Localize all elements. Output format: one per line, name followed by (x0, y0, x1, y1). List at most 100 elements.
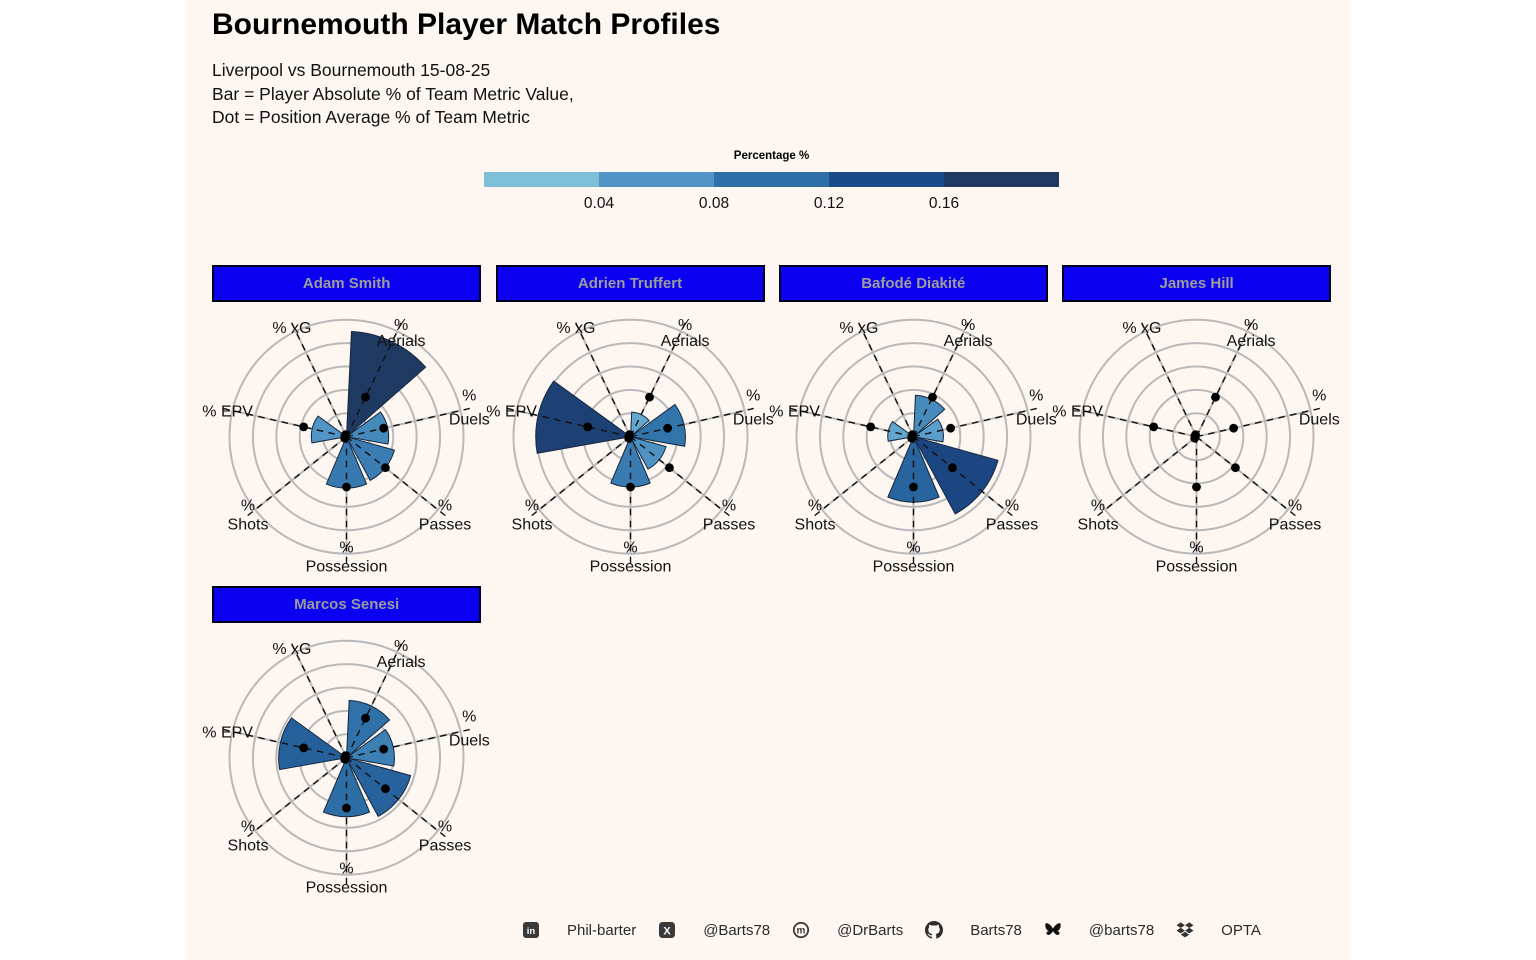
footer-item: OPTA (1176, 921, 1261, 939)
axis-label-passes: % Passes (702, 497, 754, 533)
dropbox-icon (1176, 921, 1194, 939)
player-chart: James Hill % Aerials % Duels % Passes % Possessi… (1052, 265, 1340, 583)
linkedin-icon: in (522, 921, 540, 939)
colorbar-legend: Percentage % 0.04 0.08 0.12 0.16 (484, 150, 1059, 215)
axis-dashed-line (245, 436, 348, 518)
axis-label-shots: % Shots (794, 497, 835, 533)
svg-text:in: in (527, 926, 536, 937)
position-average-dot-duels (1229, 423, 1239, 433)
axis-dashed-line (629, 407, 756, 438)
position-average-dot-passes (947, 463, 957, 473)
player-name: Adrien Truffert (577, 275, 683, 292)
axis-label-possession: % Possession (306, 540, 388, 576)
subtitle-line-3: Dot = Position Average % of Team Metric (212, 107, 530, 127)
axis-dashed-line (346, 641, 404, 759)
colorbar-tick-label: 0.08 (698, 195, 730, 212)
axis-label-passes: % Passes (1269, 497, 1321, 533)
position-average-dot-aerials (361, 392, 371, 402)
position-average-dot-duels (379, 744, 389, 754)
center-dot (343, 754, 350, 761)
axis-label-epv: % EPV (1052, 404, 1103, 421)
axis-label-epv: % EPV (202, 404, 253, 421)
position-average-dot-epv (866, 422, 875, 432)
footer-handle: Phil-barter (567, 921, 637, 939)
axis-dashed-line (1095, 436, 1198, 518)
github-icon (925, 921, 944, 939)
axis-label-epv: % EPV (202, 725, 253, 742)
position-average-dot-possession (1192, 482, 1201, 492)
position-average-dot-passes (381, 784, 390, 794)
position-average-dot-epv (582, 422, 592, 432)
position-average-dot-aerials (361, 713, 371, 723)
player-name-header: Adam Smith (212, 265, 482, 302)
position-average-dot-possession (625, 482, 635, 492)
axis-dashed-line (812, 436, 914, 518)
axis-dashed-line (1140, 320, 1198, 438)
player-name-header: Adrien Truffert (495, 265, 765, 302)
colorbar-band-1 (484, 172, 599, 187)
axis-dashed-line (290, 320, 348, 438)
axis-label-possession: % Possession (1156, 540, 1238, 576)
bar-duels (345, 728, 396, 767)
player-name-header: Bafodé Diakité (778, 265, 1048, 302)
position-average-dot-possession (342, 482, 352, 492)
axis-label-aerials: % Aerials (943, 317, 992, 350)
subtitle-line-1: Liverpool vs Bournemouth 15-08-25 (212, 60, 491, 80)
figure-subtitle: Liverpool vs Bournemouth 15-08-25 Bar = … (212, 59, 574, 130)
axis-dashed-line (1196, 407, 1323, 438)
footer-item: X @Barts78 (658, 921, 770, 939)
subtitle-line-2: Bar = Player Absolute % of Team Metric V… (212, 83, 574, 104)
axis-label-duels: % Duels (1299, 388, 1340, 429)
axis-label-xg: % xG (273, 320, 312, 337)
axis-dashed-line (346, 728, 473, 759)
axis-dashed-line (346, 320, 404, 438)
polar-plot: % Aerials % Duels % Passes % Possession % Shots % … (1052, 317, 1340, 576)
axis-dashed-line (220, 728, 347, 759)
footer-handle: @DrBarts (837, 921, 904, 939)
colorbar-title: Percentage % (733, 150, 810, 162)
position-average-dot-epv (299, 743, 309, 753)
bluesky-icon (1044, 921, 1062, 939)
axis-label-shots: % Shots (511, 497, 552, 533)
position-average-dot-possession (908, 482, 918, 492)
footer-credits: in Phil-barter X @Barts78 m @DrBarts Barts78 @b… (522, 921, 1261, 939)
bar-epv (311, 415, 348, 444)
polar-plot: % Aerials % Duels % Passes % Possession % Shots % … (486, 317, 773, 576)
axis-dashed-line (787, 407, 914, 438)
polar-plot: % Aerials % Duels % Passes % Possession % Shots % … (202, 317, 490, 576)
axis-label-epv: % EPV (486, 404, 537, 421)
footer-item: Barts78 (925, 921, 1022, 939)
position-average-dot-duels (945, 423, 955, 433)
center-dot (1193, 433, 1200, 440)
axis-label-xg: % xG (839, 320, 878, 337)
colorbar-band-4 (829, 172, 944, 187)
footer-item: in Phil-barter (522, 921, 636, 939)
axis-dashed-line (629, 320, 687, 438)
player-chart: Adrien Truffert % Aerials % Duels % Passes % Pos… (486, 265, 773, 583)
axis-dashed-line (245, 757, 348, 839)
axis-label-passes: % Passes (419, 818, 471, 854)
colorbar-band-2 (599, 172, 714, 187)
axis-label-duels: % Duels (449, 388, 490, 429)
footer-handle: @Barts78 (703, 921, 771, 939)
axis-dashed-line (1070, 407, 1197, 438)
svg-text:X: X (664, 925, 672, 937)
position-average-dot-possession (342, 803, 352, 813)
x-icon: X (658, 921, 676, 939)
player-chart: Bafodé Diakité % Aerials % Duels % Passes % Poss… (769, 265, 1057, 583)
axis-dashed-line (220, 407, 347, 438)
axis-dashed-line (856, 320, 914, 438)
player-name-header: Marcos Senesi (212, 586, 482, 623)
player-name: Adam Smith (302, 275, 391, 292)
bar-epv (278, 717, 348, 771)
player-name-header: James Hill (1062, 265, 1332, 302)
axis-dashed-line (912, 320, 970, 438)
axis-label-shots: % Shots (228, 818, 269, 854)
axis-dashed-line (573, 320, 631, 438)
position-average-dot-epv (1149, 422, 1159, 432)
position-average-dot-passes (664, 463, 674, 473)
axis-label-passes: % Passes (419, 497, 471, 533)
colorbar-ticks: 0.04 0.08 0.12 0.16 (484, 195, 1059, 215)
axis-dashed-line (290, 641, 348, 759)
axis-label-passes: % Passes (986, 497, 1038, 533)
